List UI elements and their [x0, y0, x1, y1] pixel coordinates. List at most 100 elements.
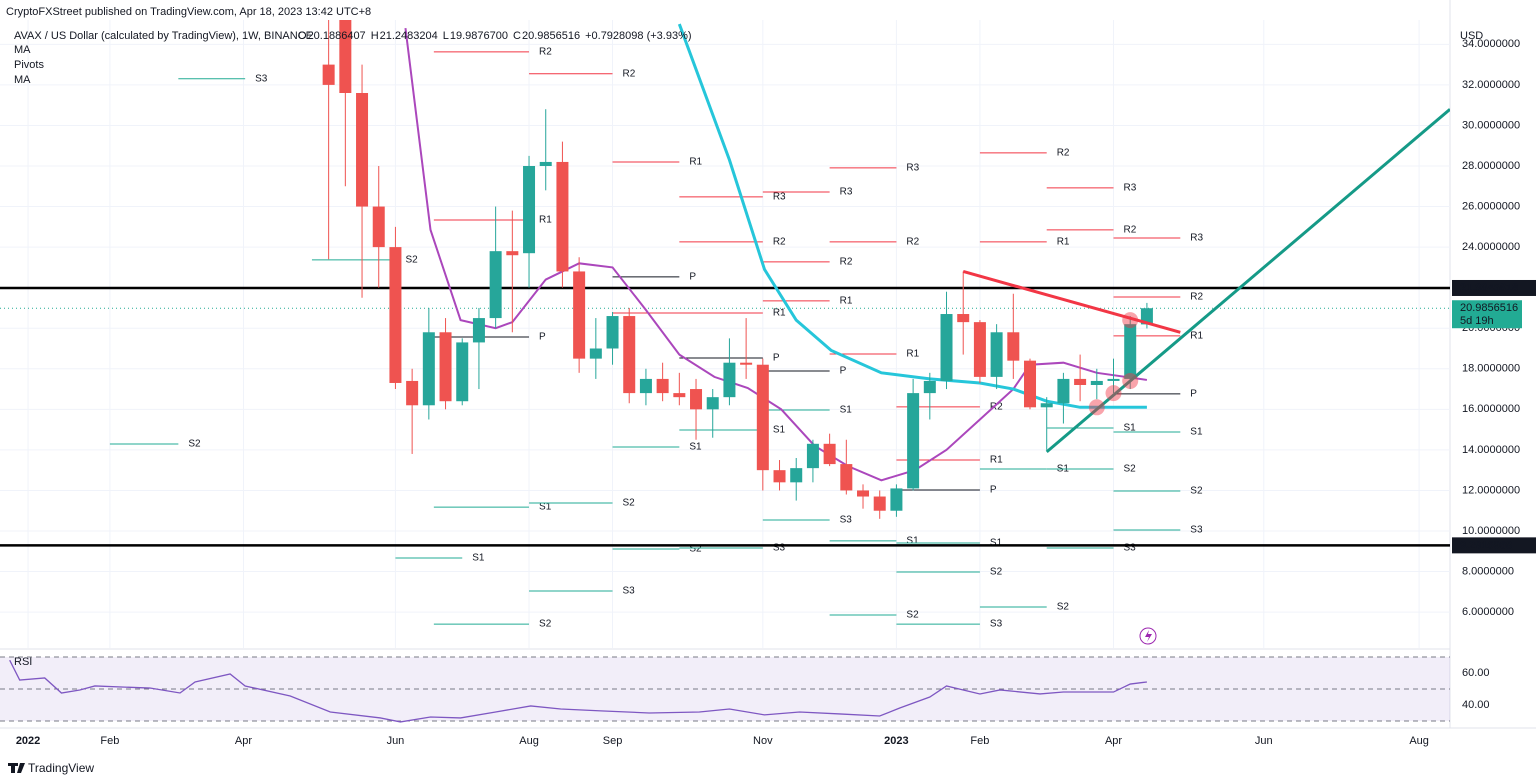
candle-body: [656, 378, 669, 394]
pivot-label: P: [689, 272, 696, 283]
candle-body: [339, 20, 352, 93]
candle-body: [957, 314, 970, 323]
candle-body: [1040, 403, 1053, 408]
pivot-label: R1: [1190, 331, 1203, 342]
symbol: AVAX / US Dollar (calculated by TradingV…: [14, 30, 313, 42]
ohlc-value: 21.2483204: [380, 30, 438, 42]
pivot-label: P: [990, 485, 997, 496]
pivot-label: R1: [539, 215, 552, 226]
pivot-label: R1: [689, 157, 702, 168]
pivot-label: S3: [840, 515, 853, 526]
candle-body: [372, 206, 385, 248]
x-tick-label: Jun: [1255, 735, 1273, 747]
level-label: 9.2916968: [1460, 539, 1512, 551]
ohlc: O 20.1886407 H 21.2483204 L 19.9876700 C 20.985…: [298, 30, 692, 42]
pivot-label: P: [539, 332, 546, 343]
x-tick-label: Jun: [387, 735, 405, 747]
rsi-pane: [0, 656, 1450, 723]
pivot-label: R2: [539, 46, 552, 57]
pivot-label: S3: [773, 543, 786, 554]
candle-body: [556, 161, 569, 272]
pivot-label: S3: [255, 73, 268, 84]
candle-body: [606, 316, 619, 349]
touch-point: [1122, 372, 1139, 389]
pivot-label: S1: [990, 538, 1003, 549]
y-tick-label: 24.0000000: [1462, 241, 1520, 253]
y-tick-label: 14.0000000: [1462, 444, 1520, 456]
level-label-bg: [1452, 537, 1536, 554]
price-pane: S3 S2 R2 R2 R1 R1 S2 P P S1 S2 S1 S3 S2 S1 S2 R3 R2 R1 P S1 S…: [0, 20, 1450, 648]
pivot-label: R2: [773, 236, 786, 247]
x-tick-label: Apr: [235, 735, 252, 747]
axes: 6.0000000 8.0000000 10.0000000 12.0000000 14…: [16, 38, 1536, 747]
candle-body: [857, 490, 870, 497]
candle-body: [673, 393, 686, 398]
level-label-bg: [1452, 279, 1536, 296]
pivot-label: R2: [840, 257, 853, 268]
pivot-label: R1: [1057, 236, 1070, 247]
pivot-label: R3: [906, 162, 919, 173]
pivot-label: R2: [906, 236, 919, 247]
trendline: [962, 269, 1181, 334]
logo: [8, 763, 25, 773]
candle-body: [823, 443, 836, 465]
pivot-label: S1: [689, 442, 702, 453]
trendline: [1045, 108, 1450, 454]
pivot-label: S2: [689, 544, 702, 555]
rsi-title: RSI: [14, 656, 32, 668]
moving-average: [677, 23, 1147, 409]
pivot-label: R2: [623, 68, 636, 79]
candle-body: [1074, 378, 1087, 385]
ohlc-value: 20.9856516: [522, 30, 580, 42]
ohlc-key: L: [443, 30, 449, 42]
ohlc-key: H: [371, 30, 379, 42]
pivot-label: S2: [539, 619, 552, 630]
ohlc-key: O: [298, 30, 307, 42]
level-label: 21.9845818: [1460, 282, 1518, 294]
pivot-label: R2: [990, 402, 1003, 413]
pivot-label: S3: [1190, 525, 1203, 536]
currency: USD: [1460, 30, 1483, 42]
event-icon: [1139, 627, 1157, 645]
pivot-label: S2: [405, 255, 418, 266]
pivot-label: R1: [840, 295, 853, 306]
candle-body: [623, 316, 636, 394]
candle-body: [806, 443, 819, 469]
candle-body: [756, 364, 769, 471]
pivot-label: S1: [773, 425, 786, 436]
candle-body: [723, 362, 736, 398]
candle-body: [439, 332, 452, 402]
x-tick-label: Sep: [603, 735, 623, 747]
candle-body: [639, 378, 652, 394]
pivot-label: R1: [990, 455, 1003, 466]
candle-body: [589, 348, 602, 359]
candle-body: [890, 488, 903, 511]
pivot-label: R3: [1124, 183, 1137, 194]
candle-body: [990, 332, 1003, 377]
touch-point: [1105, 385, 1122, 402]
indicator-label: MA: [14, 44, 31, 56]
change: +0.7928098 (+3.93%): [585, 30, 691, 42]
x-tick-label: Nov: [753, 735, 773, 747]
pivot-label: S2: [1057, 602, 1070, 613]
candle-body: [322, 64, 335, 85]
candle-body: [740, 362, 753, 365]
candle-body: [1024, 360, 1037, 408]
y-tick-label: 12.0000000: [1462, 484, 1520, 496]
pivot-label: R3: [840, 187, 853, 198]
candle-body: [773, 470, 786, 483]
y-tick-label: 18.0000000: [1462, 363, 1520, 375]
candle-body: [422, 332, 435, 406]
pivot-label: R2: [1057, 147, 1070, 158]
candle-body: [1107, 378, 1120, 381]
rsi-line: [9, 659, 1147, 723]
rsi-tick-label: 60.00: [1462, 667, 1490, 679]
y-tick-label: 16.0000000: [1462, 403, 1520, 415]
candle-body: [790, 468, 803, 483]
candle-body: [523, 165, 536, 254]
candle-body: [539, 161, 552, 166]
pivot-label: S2: [906, 610, 919, 621]
x-tick-label: Aug: [519, 735, 539, 747]
indicator-label: Pivots: [14, 59, 44, 71]
